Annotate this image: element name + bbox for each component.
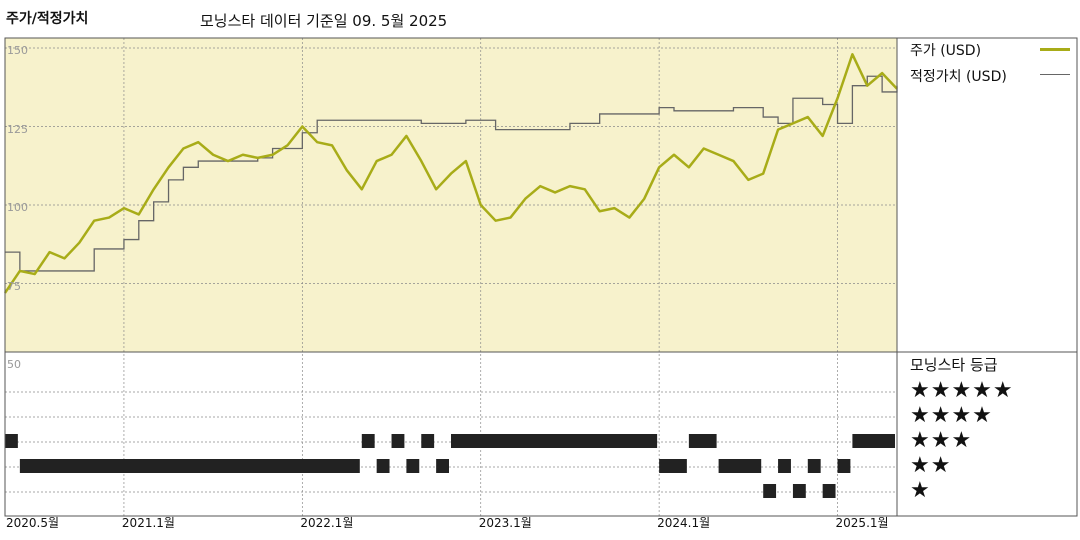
- chart-date-title: 모닝스타 데이터 기준일 09. 5월 2025: [200, 12, 448, 30]
- rating-bar: [406, 459, 420, 473]
- legend-price-label: 주가 (USD): [910, 43, 982, 59]
- rating-row-4-star-icon: ★★★★: [910, 403, 993, 428]
- rating-bar: [688, 434, 717, 448]
- rating-bar: [5, 434, 18, 448]
- rating-bar: [807, 459, 821, 473]
- y-tick-label: 75: [7, 279, 21, 293]
- rating-panel-title: 모닝스타 등급: [910, 356, 998, 374]
- x-tick-label: 2020.5월: [6, 516, 60, 530]
- rating-bar: [837, 459, 851, 473]
- rating-row-2-star-icon: ★★: [910, 453, 952, 478]
- legend-price-swatch: [1040, 48, 1070, 51]
- rating-row-3-star-icon: ★★★: [910, 428, 973, 453]
- fair-value-line: [5, 75, 898, 272]
- chart-left-title: 주가/적정가치: [6, 11, 89, 27]
- rating-bar: [19, 459, 360, 473]
- x-tick-label: 2022.1월: [300, 516, 354, 530]
- rating-bar: [822, 484, 836, 498]
- rating-bar: [376, 459, 390, 473]
- y-tick-label: 125: [7, 122, 28, 136]
- x-tick-label: 2025.1월: [835, 516, 889, 530]
- rating-row-5-star-icon: ★★★★★: [910, 378, 1014, 403]
- x-tick-label: 2021.1월: [121, 516, 175, 530]
- rating-bar: [361, 434, 375, 448]
- rating-bar: [763, 484, 777, 498]
- rating-row-1-star-icon: ★: [910, 478, 931, 503]
- plot-area: [5, 38, 897, 352]
- rating-bar: [718, 459, 762, 473]
- rating-bar: [659, 459, 687, 473]
- rating-bar: [391, 434, 405, 448]
- rating-bar: [436, 459, 449, 473]
- rating-bar: [792, 484, 806, 498]
- rating-bar: [778, 459, 791, 473]
- rating-bar: [421, 434, 435, 448]
- legend-fair-swatch: [1040, 74, 1070, 75]
- y-tick-label: 150: [7, 44, 28, 57]
- x-tick-label: 2023.1월: [478, 516, 532, 530]
- rating-bar: [852, 434, 895, 448]
- x-tick-label: 2024.1월: [657, 516, 711, 530]
- chart-frame: [4, 37, 1078, 517]
- rating-bar: [451, 434, 658, 448]
- legend-fair-label: 적정가치 (USD): [910, 69, 1007, 85]
- y-tick-label: 100: [7, 201, 28, 214]
- price-line: [3, 53, 898, 294]
- y-tick-label: 50: [7, 358, 21, 371]
